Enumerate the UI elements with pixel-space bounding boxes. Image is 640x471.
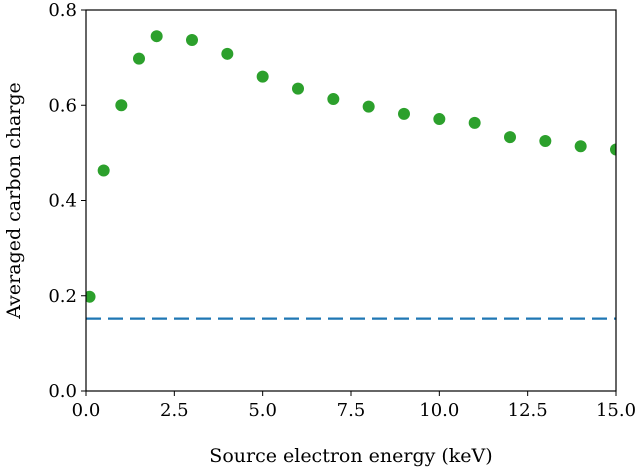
x-axis-label: Source electron energy (keV) [209, 445, 492, 467]
data-point [86, 290, 96, 303]
data-point [574, 140, 587, 153]
data-point [133, 52, 145, 65]
data-point [539, 134, 552, 147]
data-point [610, 143, 616, 156]
data-point [504, 131, 516, 144]
y-tick-label: 0.4 [48, 191, 77, 212]
data-point [362, 100, 375, 113]
plot-area [86, 30, 616, 320]
x-tick-label: 15.0 [596, 400, 636, 421]
data-point [292, 82, 304, 95]
x-tick-label: 0.0 [72, 400, 101, 421]
data-point [327, 93, 340, 106]
data-point [115, 99, 128, 112]
data-point [256, 70, 269, 83]
x-tick-label: 5.0 [248, 400, 277, 421]
y-tick-label: 0.6 [48, 95, 77, 116]
data-point [186, 34, 198, 47]
y-tick-label: 0.2 [48, 286, 77, 307]
data-point [97, 164, 110, 177]
data-point [468, 116, 481, 129]
x-tick-label: 7.5 [337, 400, 366, 421]
y-tick-label: 0.8 [48, 0, 77, 21]
data-point [150, 30, 163, 43]
y-axis-label: Averaged carbon charge [3, 82, 25, 320]
data-point [398, 107, 410, 120]
x-tick-label: 10.0 [419, 400, 459, 421]
data-point [433, 113, 446, 126]
ticks: 0.0 2.5 5.0 7.5 10.0 12.5 15.0 0.0 0.2 0.4 0.6 0.8 [48, 0, 636, 421]
axes-frame [85, 9, 617, 392]
x-tick-label: 2.5 [160, 400, 189, 421]
x-tick-label: 12.5 [508, 400, 548, 421]
y-tick-label: 0.0 [48, 381, 77, 402]
data-point [221, 47, 234, 60]
